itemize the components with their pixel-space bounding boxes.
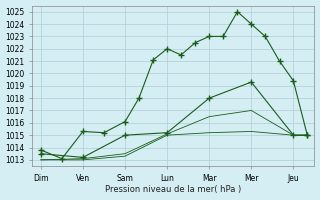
X-axis label: Pression niveau de la mer( hPa ): Pression niveau de la mer( hPa ) [105, 185, 242, 194]
